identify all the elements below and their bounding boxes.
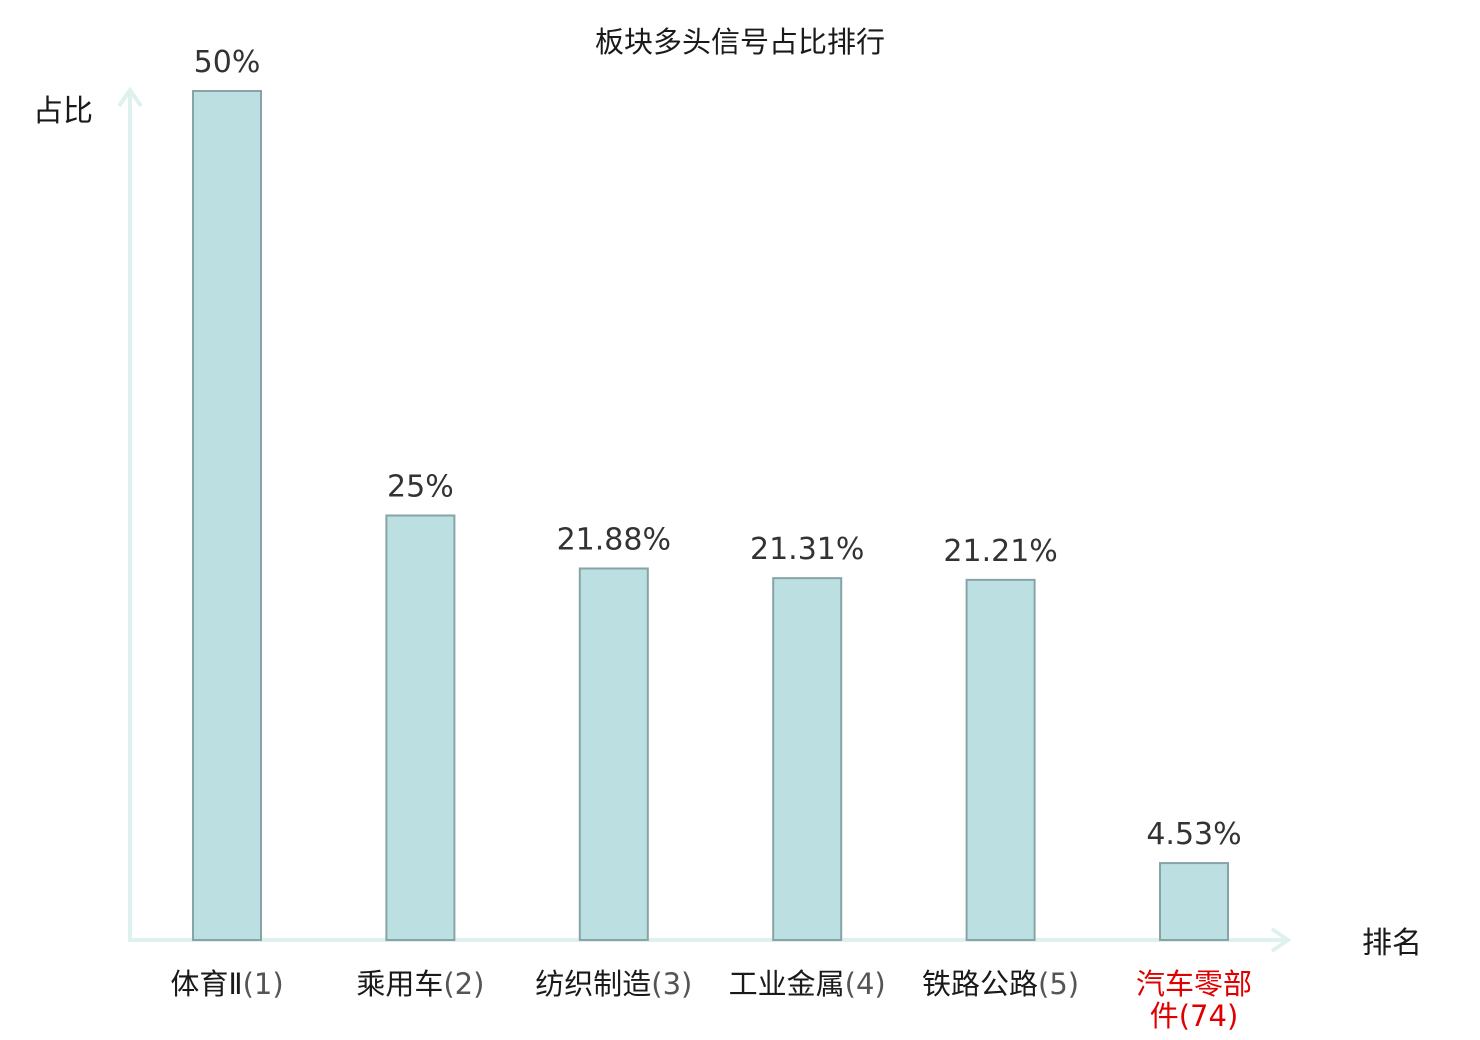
bar-1 [192,90,262,941]
x-axis-arrow [1270,927,1292,953]
category-rank-1: (1) [243,967,284,1001]
bar-2 [385,514,456,941]
value-label-1: 50% [194,45,261,80]
category-label-5: 铁路公路(5) [922,967,1079,1001]
category-label-6-line2: 件(74) [1150,999,1239,1033]
category-rank-2: (2) [443,967,484,1001]
value-labels-group: 50% 25% 21.88% 21.31% 21.21% 4.53% [194,45,1242,852]
category-label-1: 体育Ⅱ(1) [170,967,283,1001]
category-name-2: 乘用车 [356,967,443,1001]
category-label-3: 纺织制造(3) [535,967,692,1001]
value-label-5: 21.21% [943,534,1057,569]
bar-6 [1159,862,1229,942]
category-rank-4: (4) [845,967,886,1001]
bar-3 [578,567,649,941]
category-rank-3: (3) [651,967,692,1001]
value-label-4: 21.31% [750,532,864,567]
category-name-3: 纺织制造 [535,967,651,1001]
category-name-4: 工业金属 [729,967,845,1001]
value-label-3: 21.88% [557,522,671,557]
value-label-6: 4.53% [1146,817,1241,852]
category-rank-5: (5) [1038,967,1079,1001]
category-name-5: 铁路公路 [922,967,1038,1001]
category-name-1: 体育Ⅱ [170,967,242,1001]
y-axis-label: 占比 [33,94,93,129]
axes [117,86,1292,953]
category-name-tail-6: 件 [1150,999,1179,1033]
category-rank-6: (74) [1179,999,1239,1033]
category-label-4: 工业金属(4) [729,967,886,1001]
category-labels-group: 体育Ⅱ(1) 乘用车(2) 纺织制造(3) 工业金属(4) 铁路公路(5) 汽车零部件(7… [170,967,1252,1033]
chart-title: 板块多头信号占比排行 [595,25,885,59]
category-label-6: 汽车零部 [1136,967,1252,1001]
bar-4 [772,577,843,941]
bars-group [192,90,1229,942]
y-axis-arrow [117,86,143,108]
category-label-2: 乘用车(2) [356,967,484,1001]
bar-5 [965,578,1036,941]
x-axis-label: 排名 [1362,926,1422,961]
value-label-2: 25% [387,470,454,505]
